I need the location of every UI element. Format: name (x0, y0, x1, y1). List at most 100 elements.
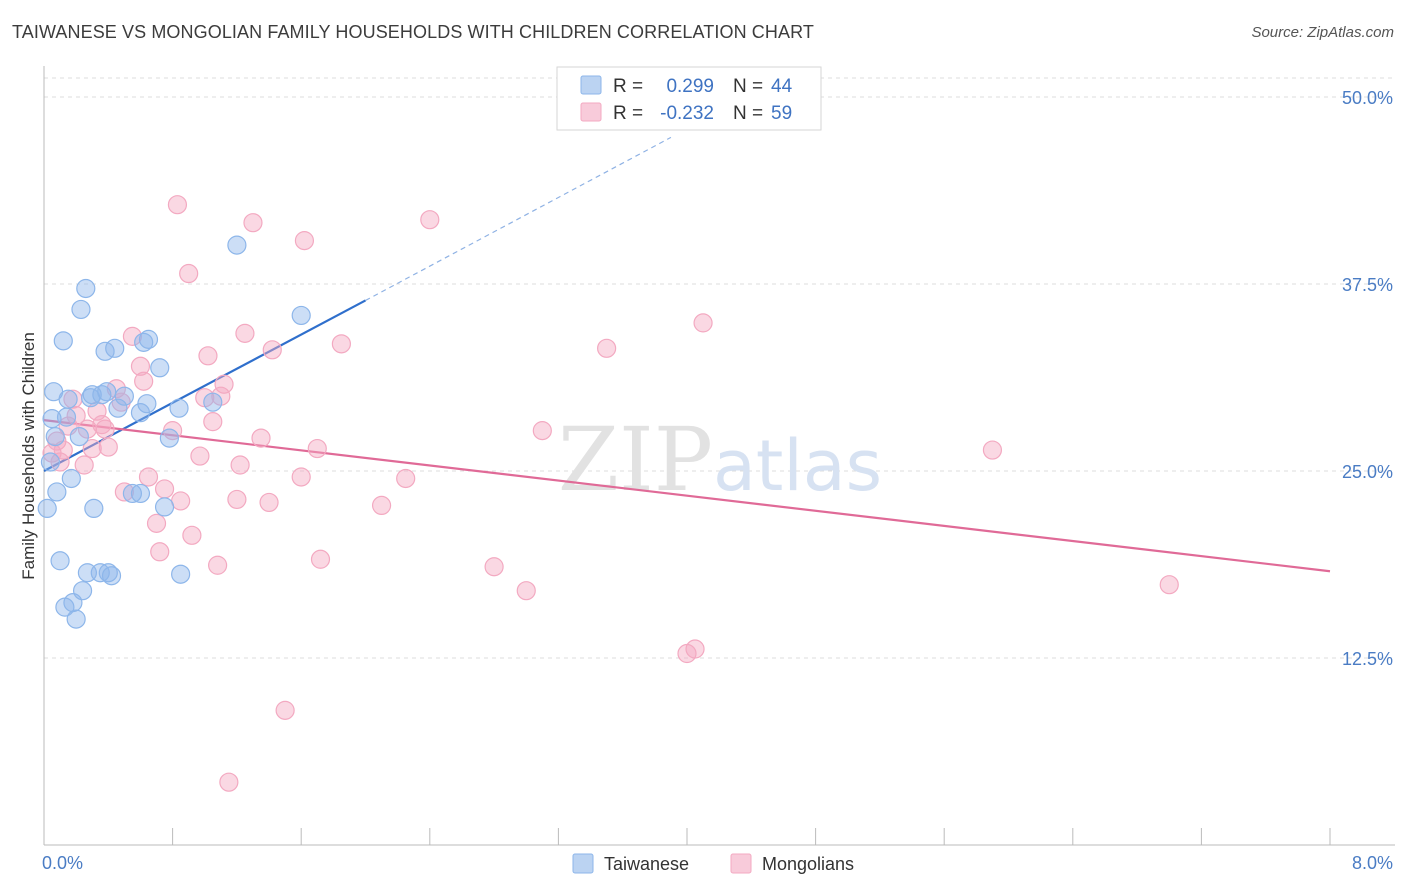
mongolians-point-51 (396, 468, 416, 489)
legend-r-label-1: R = (613, 103, 643, 124)
x-tick-label-max: 8.0% (1352, 853, 1393, 873)
mongolians-point-55 (532, 421, 552, 441)
taiwanese-point-7 (53, 331, 73, 351)
taiwanese-point-29 (108, 398, 128, 418)
taiwanese-point-10 (58, 389, 78, 409)
mongolians-point-19 (134, 371, 154, 391)
mongolians-point-47 (307, 438, 327, 459)
bottom-legend-label-0: Taiwanese (604, 854, 689, 874)
taiwanese-trend-line (43, 299, 367, 472)
taiwanese-trend-extension (365, 136, 672, 301)
mongolians-point-60 (982, 440, 1003, 460)
mongolians-point-29 (190, 446, 210, 466)
mongolians-point-49 (331, 334, 351, 354)
taiwanese-point-42 (203, 392, 223, 412)
taiwanese-point-5 (47, 482, 67, 502)
mongolians-point-50 (371, 495, 392, 516)
bottom-legend-swatch-1 (730, 853, 752, 874)
taiwanese-point-35 (138, 329, 159, 349)
taiwanese-point-37 (150, 358, 170, 378)
mongolians-point-31 (198, 346, 218, 366)
taiwanese-point-30 (114, 386, 134, 406)
mongolians-point-40 (243, 213, 263, 233)
taiwanese-point-41 (171, 564, 191, 584)
taiwanese-point-15 (71, 299, 91, 320)
legend-n-label-0: N = (733, 76, 763, 97)
mongolians-point-39 (235, 323, 255, 343)
mongolians-point-41 (251, 428, 271, 448)
taiwanese-point-25 (97, 382, 117, 402)
bottom-legend-swatch-0 (572, 853, 594, 874)
taiwanese-point-34 (137, 394, 157, 414)
legend-swatch-1 (580, 102, 602, 122)
y-tick-label-0: 12.5% (1342, 649, 1393, 669)
legend-n-label-1: N = (733, 103, 763, 124)
mongolians-point-56 (597, 338, 617, 358)
mongolians-point-52 (420, 210, 440, 230)
mongolians-point-58 (685, 639, 705, 659)
taiwanese-point-11 (61, 468, 81, 489)
legend-n-value-1: 59 (771, 103, 792, 124)
taiwanese-point-17 (76, 278, 96, 299)
taiwanese-point-26 (98, 563, 118, 583)
legend-r-value-1: -0.232 (660, 103, 714, 124)
mongolians-point-12 (95, 419, 115, 439)
mongolians-point-23 (154, 479, 175, 499)
taiwanese-point-44 (291, 305, 311, 326)
taiwanese-point-1 (40, 452, 61, 472)
taiwanese-point-28 (105, 338, 125, 358)
taiwanese-point-16 (72, 581, 93, 601)
legend-swatch-0 (580, 75, 602, 95)
taiwanese-point-38 (154, 497, 175, 517)
mongolians-point-15 (111, 392, 131, 412)
bottom-legend: Taiwanese Mongolians (572, 853, 854, 874)
mongolians-point-18 (130, 356, 151, 376)
mongolians-point-25 (167, 195, 188, 215)
x-tick-label-min: 0.0% (42, 853, 83, 873)
legend-box: R = 0.299 N = 44 R = -0.232 N = 59 (556, 66, 822, 131)
chart-source: Source: ZipAtlas.com (1251, 24, 1394, 41)
mongolians-point-7 (74, 455, 94, 475)
mongolians-point-36 (219, 772, 239, 792)
grid-lines (44, 77, 1395, 659)
tick-labels: 12.5% 25.0% 37.5% 50.0% 0.0% 8.0% (42, 88, 1393, 873)
mongolians-point-21 (146, 513, 167, 533)
taiwanese-point-40 (169, 398, 189, 418)
taiwanese-point-6 (50, 551, 70, 571)
taiwanese-point-20 (82, 385, 102, 405)
legend-n-value-0: 44 (771, 76, 793, 97)
taiwanese-point-43 (227, 235, 247, 255)
mongolians-point-53 (484, 557, 504, 577)
mongolians-point-2 (50, 452, 70, 472)
mongolians-point-6 (66, 406, 86, 426)
mongolians-trend-line (43, 419, 1331, 573)
y-tick-label-3: 50.0% (1342, 88, 1393, 108)
mongolians-point-22 (150, 542, 170, 562)
mongolians-point-35 (214, 374, 234, 394)
mongolians-point-33 (208, 555, 228, 575)
mongolians-point-54 (516, 581, 536, 601)
data-points (37, 195, 1179, 792)
taiwanese-point-0 (37, 498, 57, 518)
mongolians-point-28 (182, 525, 202, 545)
chart-title: TAIWANESE VS MONGOLIAN FAMILY HOUSEHOLDS… (12, 22, 814, 42)
taiwanese-point-36 (130, 483, 151, 504)
mongolians-point-27 (179, 263, 199, 284)
series-taiwanese (37, 235, 311, 629)
taiwanese-point-39 (159, 428, 179, 448)
taiwanese-point-14 (69, 426, 89, 447)
mongolians-point-42 (259, 492, 279, 513)
mongolians-point-48 (310, 549, 331, 569)
axes (43, 66, 1395, 846)
mongolians-point-43 (262, 340, 282, 360)
taiwanese-point-21 (84, 498, 104, 518)
mongolians-point-44 (275, 700, 295, 720)
mongolians-point-61 (1159, 575, 1179, 595)
trend-lines (43, 136, 1331, 573)
legend-r-label-0: R = (613, 76, 643, 97)
mongolians-point-32 (203, 412, 223, 432)
mongolians-point-13 (98, 437, 118, 457)
mongolians-point-37 (227, 489, 247, 510)
mongolians-point-46 (294, 231, 315, 251)
